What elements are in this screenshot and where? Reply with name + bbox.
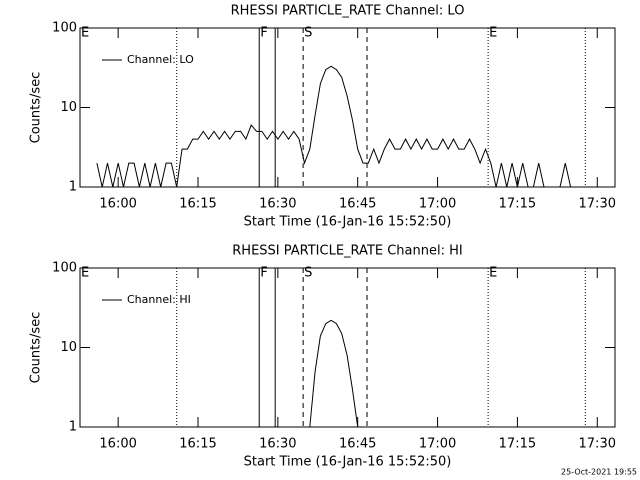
event-label: E — [489, 26, 497, 41]
data-line — [309, 319, 359, 428]
chart-title: RHESSI PARTICLE_RATE Channel: HI — [232, 244, 462, 259]
x-tick-label: 17:30 — [579, 197, 616, 212]
event-label: F — [260, 266, 267, 281]
event-label: S — [304, 266, 312, 281]
y-tick-label: 1 — [69, 180, 77, 195]
y-tick-label: 1 — [69, 420, 77, 435]
x-axis-label: Start Time (16-Jan-16 15:52:50) — [244, 215, 452, 230]
legend-label: Channel: HI — [127, 293, 191, 306]
x-tick-label: 16:30 — [259, 197, 296, 212]
y-tick-label: 100 — [52, 21, 77, 36]
legend-label: Channel: LO — [127, 53, 194, 66]
event-label: E — [81, 26, 89, 41]
plot-frame — [79, 27, 616, 188]
y-tick-label: 100 — [52, 261, 77, 276]
x-tick-label: 17:15 — [499, 437, 536, 452]
y-tick-label: 10 — [60, 340, 77, 355]
x-tick-label: 17:30 — [579, 437, 616, 452]
y-tick-label: 10 — [60, 100, 77, 115]
x-tick-label: 16:45 — [339, 197, 376, 212]
event-label: F — [260, 26, 267, 41]
chart-title: RHESSI PARTICLE_RATE Channel: LO — [231, 4, 465, 19]
x-tick-label: 16:00 — [99, 197, 136, 212]
x-tick-label: 16:45 — [339, 437, 376, 452]
x-tick-label: 16:30 — [259, 437, 296, 452]
event-label: S — [304, 26, 312, 41]
y-axis-label: Counts/sec — [29, 72, 44, 144]
event-label: E — [489, 266, 497, 281]
y-axis-label: Counts/sec — [29, 312, 44, 384]
x-tick-label: 17:00 — [419, 437, 456, 452]
footer: 25-Oct-2021 19:55 — [561, 468, 637, 477]
x-tick-label: 16:15 — [179, 197, 216, 212]
data-line — [96, 65, 572, 188]
plot-frame — [79, 267, 616, 428]
x-tick-label: 16:15 — [179, 437, 216, 452]
x-tick-label: 16:00 — [99, 437, 136, 452]
x-tick-label: 17:15 — [499, 197, 536, 212]
x-tick-label: 17:00 — [419, 197, 456, 212]
event-label: E — [81, 266, 89, 281]
x-axis-label: Start Time (16-Jan-16 15:52:50) — [244, 455, 452, 470]
